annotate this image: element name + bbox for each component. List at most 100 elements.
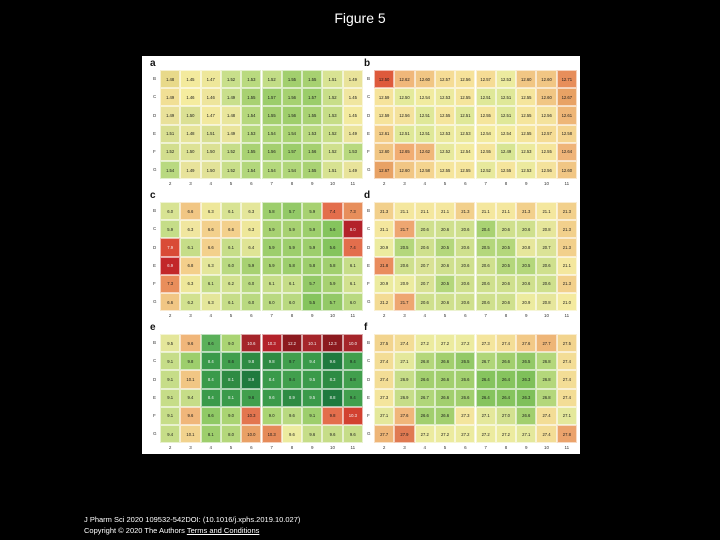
heatmap-cell: 12.55 (495, 161, 517, 180)
heatmap-cell: 12.60 (394, 161, 415, 180)
heatmap-cell: 21.7 (394, 220, 415, 239)
heatmap-cell: 12.62 (414, 142, 435, 161)
heatmap-cell: 5.9 (261, 238, 282, 257)
heatmap-cell: 6.0 (261, 293, 282, 312)
heatmap-cell: 20.7 (414, 274, 435, 293)
heatmap-cell: 6.6 (220, 220, 242, 239)
column-label: 3 (403, 313, 406, 319)
copyright-text: Copyright © 2020 The Authors (84, 526, 185, 535)
row-label: B (153, 340, 157, 346)
heatmap-cell: 1.54 (261, 124, 282, 143)
heatmap-cell: 12.55 (536, 142, 557, 161)
heatmap-cell: 26.6 (414, 370, 435, 389)
column-label: 8 (504, 445, 508, 451)
heatmap-cell: 1.53 (241, 70, 262, 89)
heatmap-cell: 6.4 (241, 238, 262, 257)
heatmap-cell: 20.6 (455, 256, 476, 275)
heatmap-cell: 27.3 (455, 406, 476, 425)
row-label: D (367, 112, 371, 118)
heatmap-cell: 1.47 (200, 106, 221, 125)
heatmap-cell: 27.1 (394, 352, 415, 371)
heatmap-cell: 27.2 (495, 425, 517, 444)
heatmap-cell: 7.4 (342, 238, 363, 257)
heatmap-cell: 1.49 (220, 88, 242, 107)
heatmap-cell: 9.1 (302, 406, 323, 425)
heatmap-cell: 27.4 (394, 334, 415, 353)
heatmap-cell: 12.65 (394, 142, 415, 161)
terms-and-conditions-link[interactable]: Terms and Conditions (186, 526, 260, 535)
column-label: 6 (250, 181, 253, 187)
column-label: 2 (382, 313, 386, 319)
heatmap-cell: 8.0 (220, 425, 242, 444)
column-label: 3 (189, 181, 192, 187)
heatmap-cell: 20.6 (455, 274, 476, 293)
heatmap-cell: 20.9 (374, 238, 395, 257)
heatmap-cell: 20.6 (455, 238, 476, 257)
heatmap-cell: 1.54 (281, 124, 303, 143)
heatmap-cell: 6.1 (281, 274, 303, 293)
column-label: 5 (443, 313, 447, 319)
row-label: E (367, 262, 371, 268)
column-label: 9 (524, 181, 528, 187)
heatmap-cell: 20.5 (394, 238, 415, 257)
heatmap-cell: 27.1 (475, 406, 496, 425)
heatmap-cell: 8.9 (241, 370, 262, 389)
column-label: 9 (524, 313, 528, 319)
heatmap-cell: 12.59 (374, 88, 395, 107)
column-label: 9 (310, 445, 314, 451)
column-label: 10 (544, 313, 550, 319)
heatmap-cell: 20.6 (495, 220, 517, 239)
heatmap-cell: 1.52 (261, 70, 282, 89)
heatmap-cell: 21.1 (556, 256, 577, 275)
heatmap-cell: 27.4 (374, 352, 395, 371)
heatmap-cell: 12.51 (475, 88, 496, 107)
heatmap-cell: 6.1 (261, 274, 282, 293)
heatmap-cell: 9.5 (302, 388, 323, 407)
citation-text: J Pharm Sci 2020 109532-542DOI: (10.1016… (84, 515, 301, 524)
heatmap-cell: 10.1 (180, 425, 201, 444)
heatmap-cell: 9.1 (160, 352, 181, 371)
heatmap-cell: 27.9 (394, 425, 415, 444)
panel-label-e: e (150, 322, 156, 333)
heatmap-cell: 1.55 (261, 106, 282, 125)
heatmap-cell: 6.2 (180, 293, 201, 312)
heatmap-cell: 5.9 (302, 202, 323, 221)
heatmap-cell: 5.9 (322, 274, 343, 293)
heatmap-cell: 12.51 (394, 124, 415, 143)
heatmap-cell: 27.7 (374, 425, 395, 444)
heatmap-cell: 21.3 (455, 202, 476, 221)
heatmap-cell: 27.0 (495, 406, 517, 425)
column-label: 6 (464, 181, 467, 187)
heatmap-cell: 10.1 (302, 334, 323, 353)
heatmap-cell: 1.55 (241, 88, 262, 107)
heatmap-cell: 1.52 (220, 161, 242, 180)
heatmap-cell: 20.6 (434, 256, 456, 275)
heatmap-cell: 9.1 (160, 406, 181, 425)
heatmap-cell: 26.6 (455, 370, 476, 389)
heatmap-cell: 27.2 (475, 425, 496, 444)
heatmap-cell: 12.58 (414, 161, 435, 180)
heatmap-cell: 9.4 (342, 388, 363, 407)
heatmap-cell: 21.3 (556, 220, 577, 239)
heatmap-cell: 12.60 (374, 142, 395, 161)
heatmap-cell: 1.53 (342, 142, 363, 161)
heatmap-cell: 12.53 (434, 124, 456, 143)
heatmap-cell: 9.4 (160, 425, 181, 444)
column-label: 8 (290, 445, 294, 451)
heatmap-cell: 5.8 (302, 256, 323, 275)
heatmap-cell: 12.52 (434, 142, 456, 161)
heatmap-cell: 21.3 (374, 202, 395, 221)
heatmap-cell: 21.3 (516, 202, 537, 221)
row-label: F (367, 280, 370, 286)
heatmap-cell: 5.5 (302, 293, 323, 312)
heatmap-cell: 9.6 (322, 352, 343, 371)
column-label: 5 (443, 181, 447, 187)
heatmap-cell: 20.9 (374, 274, 395, 293)
heatmap-cell: 26.5 (516, 352, 537, 371)
column-label: 7 (270, 445, 273, 451)
heatmap-cell: 7.3 (160, 274, 181, 293)
heatmap-cell: 26.6 (434, 370, 456, 389)
column-label: 11 (350, 313, 356, 319)
heatmap-cell: 8.6 (200, 334, 221, 353)
heatmap-cell: 9.7 (281, 352, 303, 371)
